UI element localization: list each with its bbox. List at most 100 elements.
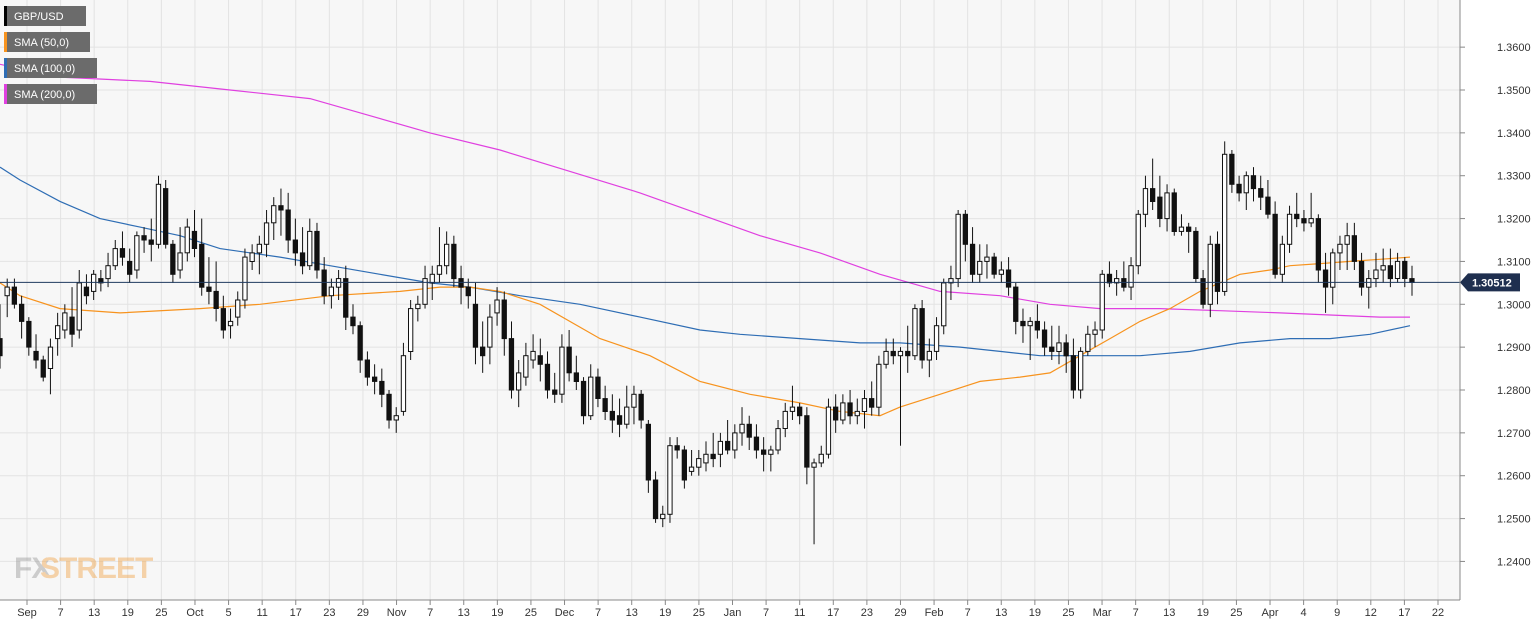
x-tick-label: Oct (186, 607, 203, 619)
candle (732, 424, 738, 459)
candle-body-down (33, 350, 39, 361)
candle-body-up (1099, 273, 1105, 331)
y-tick-label: 1.3000 (1497, 299, 1531, 311)
candle-body-down (292, 239, 299, 254)
candle-body-up (1135, 213, 1141, 267)
legend-swatch (4, 84, 7, 104)
y-tick-label: 1.3300 (1497, 171, 1531, 183)
candle (393, 407, 399, 433)
candle-body-down (83, 286, 90, 297)
candle-body-down (1157, 196, 1163, 220)
candle (335, 270, 342, 300)
candle (890, 338, 896, 365)
candle (1236, 175, 1242, 202)
candle (55, 312, 61, 356)
logo-street: STREET (40, 552, 153, 585)
candle (1099, 270, 1105, 339)
candle (1322, 252, 1329, 313)
candle-body-up (768, 449, 774, 455)
candle-body-down (69, 316, 75, 335)
candle (408, 300, 414, 360)
candle-body-up (624, 406, 630, 425)
candle (19, 295, 25, 339)
candle (141, 227, 147, 253)
y-tick-label: 1.3600 (1497, 42, 1531, 54)
candle (761, 437, 767, 472)
candle (631, 385, 637, 425)
candle-body-down (962, 213, 969, 245)
candle-body-up (955, 213, 961, 280)
candle (40, 355, 46, 382)
candle-body-down (141, 235, 147, 241)
candle-body-down (1200, 278, 1206, 305)
x-tick-label: 13 (1163, 607, 1175, 619)
candle-body-down (11, 286, 17, 305)
candle (321, 257, 327, 305)
candle (962, 210, 969, 262)
candle-body-down (213, 290, 219, 309)
legend-item: SMA (200,0) (4, 84, 97, 104)
x-tick-label: 17 (290, 607, 302, 619)
candle-body-up (335, 278, 342, 288)
candle (364, 351, 371, 386)
x-tick-label: 7 (427, 607, 433, 619)
candle-body-down (1258, 188, 1264, 198)
candle-body-up (1380, 265, 1386, 271)
x-tick-label: 29 (357, 607, 369, 619)
y-tick-label: 1.3400 (1497, 128, 1531, 140)
candle (1114, 270, 1120, 296)
x-tick-label: 29 (894, 607, 906, 619)
y-tick-label: 1.3200 (1497, 214, 1531, 226)
candle-body-up (235, 299, 241, 318)
candle (422, 265, 428, 309)
x-tick-label: 25 (525, 607, 537, 619)
candle-body-down (681, 449, 688, 481)
candle-body-down (573, 372, 580, 382)
candle (83, 274, 90, 305)
candle (1286, 205, 1293, 253)
candle (1229, 150, 1235, 193)
candle-body-down (1250, 175, 1257, 190)
candle (1078, 347, 1084, 399)
candle (573, 355, 580, 390)
candle-body-down (1049, 346, 1055, 352)
candle (530, 334, 536, 369)
candle-body-up (523, 355, 529, 378)
candle (1243, 171, 1249, 210)
candle-body-up (55, 325, 61, 340)
candle-body-up (789, 406, 796, 412)
candle (480, 321, 486, 373)
candle-body-down (350, 316, 356, 327)
candle-body-up (984, 256, 990, 262)
candle-body-up (112, 248, 118, 267)
candle-body-down (1322, 269, 1329, 288)
candle-body-down (905, 350, 911, 357)
candle (1157, 175, 1163, 228)
candle (1121, 261, 1127, 292)
candle-body-down (638, 393, 644, 421)
candle (919, 300, 925, 369)
candle-body-up (977, 260, 983, 275)
x-tick-label: 7 (965, 607, 971, 619)
candle-body-down (19, 303, 25, 322)
x-tick-label: 25 (1062, 607, 1074, 619)
x-tick-label: 4 (1301, 607, 1307, 619)
candle-body-up (184, 226, 190, 254)
candle (775, 420, 781, 455)
x-tick-label: 12 (1365, 607, 1377, 619)
x-tick-label: Sep (17, 607, 37, 619)
x-tick-label: 23 (861, 607, 873, 619)
candle (818, 445, 824, 468)
candle (652, 471, 659, 523)
candle (134, 231, 140, 279)
candle-body-down (595, 376, 601, 400)
candle-body-up (696, 458, 702, 468)
candle-body-down (364, 359, 371, 378)
x-tick-label: Jan (724, 607, 742, 619)
candle (933, 317, 940, 360)
x-tick-label: 7 (763, 607, 769, 619)
candle-body-down (616, 415, 623, 425)
candle (717, 432, 724, 468)
candle-body-down (804, 415, 810, 468)
candle (227, 308, 234, 339)
